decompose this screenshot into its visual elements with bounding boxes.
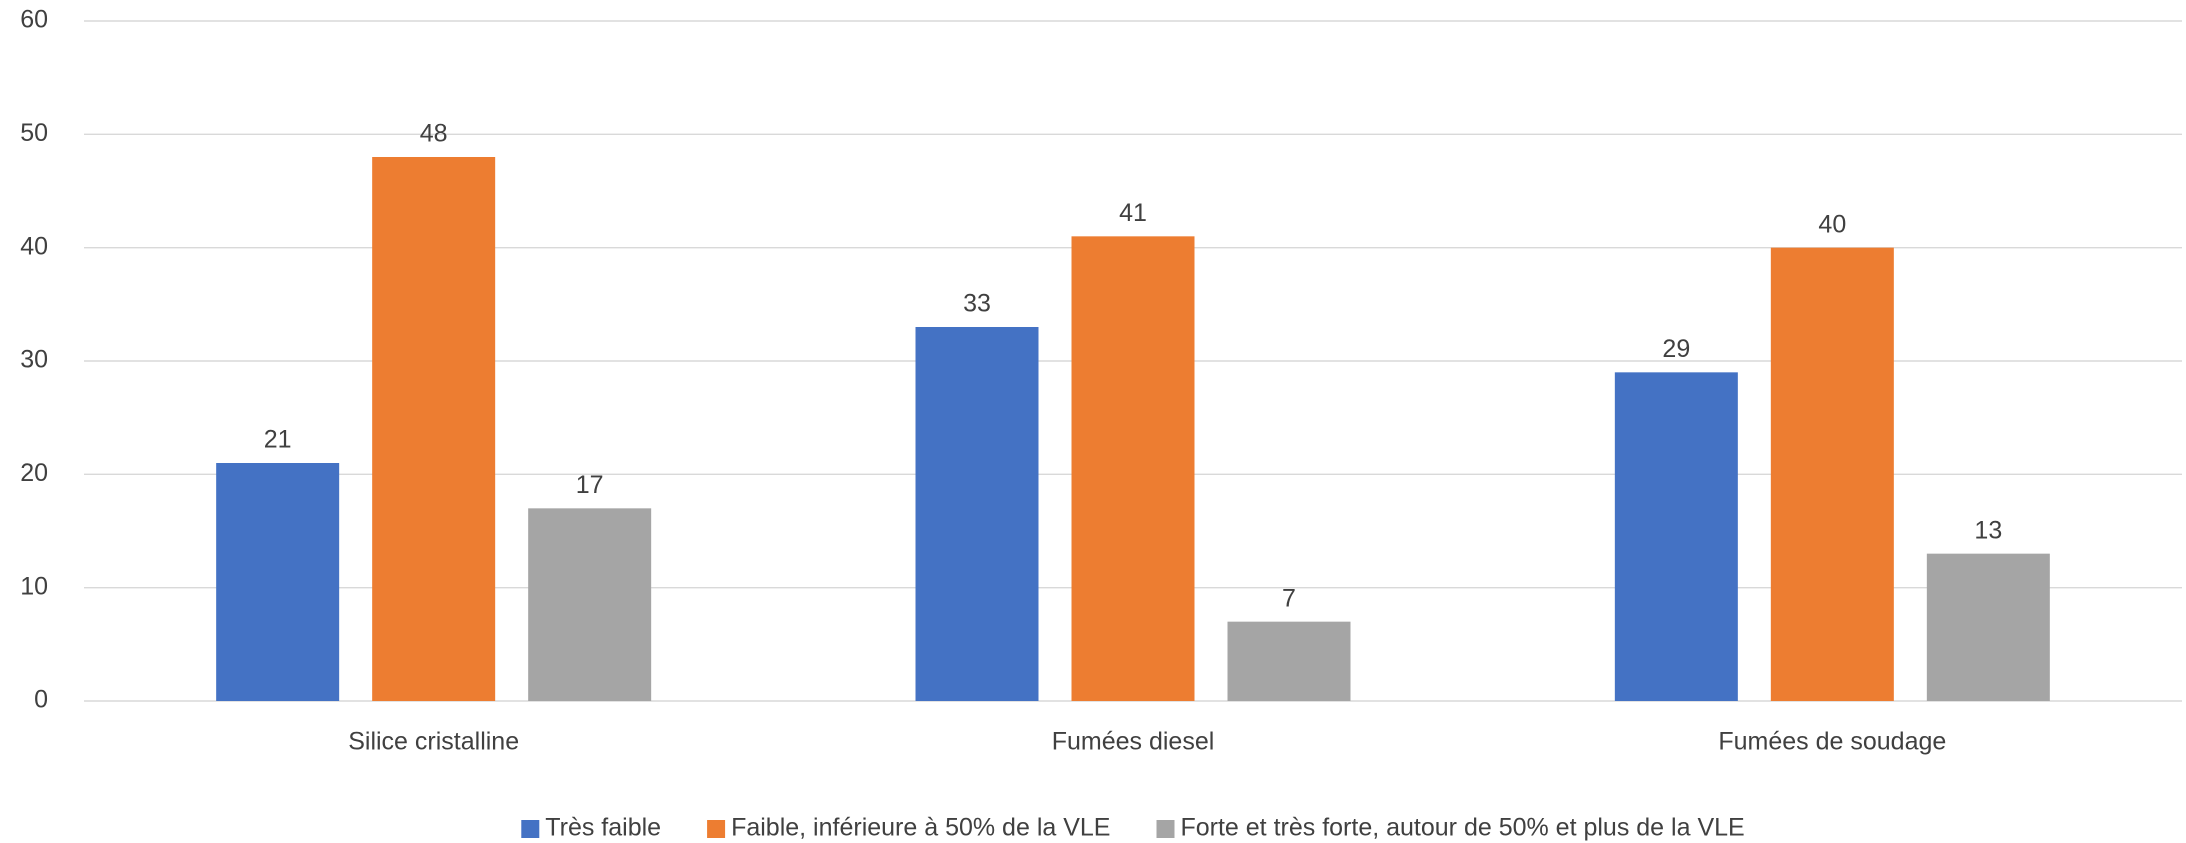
data-label: 21: [264, 426, 292, 454]
bar: [1926, 553, 2050, 701]
bar: [915, 327, 1039, 701]
legend-label: Forte et très forte, autour de 50% et pl…: [1180, 814, 1744, 842]
legend-marker: [1156, 820, 1175, 838]
x-tick-label: Silice cristalline: [348, 728, 519, 756]
bar: [1614, 372, 1738, 701]
data-label: 33: [963, 290, 991, 318]
bar: [1227, 621, 1351, 701]
data-label: 41: [1119, 199, 1147, 227]
x-tick-label: Fumées diesel: [1052, 728, 1215, 756]
legend-label: Faible, inférieure à 50% de la VLE: [731, 814, 1110, 842]
data-label: 29: [1662, 335, 1690, 363]
y-tick-label: 10: [20, 572, 48, 600]
data-label: 7: [1282, 584, 1296, 612]
data-label: 17: [576, 471, 604, 499]
bar: [1071, 236, 1195, 702]
legend-marker: [707, 820, 726, 838]
data-label: 48: [420, 120, 448, 148]
y-tick-label: 20: [20, 459, 48, 487]
y-tick-label: 40: [20, 232, 48, 260]
data-label: 13: [1974, 516, 2002, 544]
legend-label: Très faible: [545, 814, 661, 842]
bar: [528, 508, 652, 701]
data-label: 40: [1818, 210, 1846, 238]
bar: [216, 463, 340, 701]
legend-marker: [521, 820, 540, 838]
bar: [1770, 247, 1894, 701]
bar: [372, 157, 496, 701]
x-tick-label: Fumées de soudage: [1718, 728, 1946, 756]
y-tick-label: 60: [20, 6, 48, 34]
y-tick-label: 30: [20, 346, 48, 374]
y-tick-label: 50: [20, 119, 48, 147]
y-tick-label: 0: [34, 686, 48, 714]
